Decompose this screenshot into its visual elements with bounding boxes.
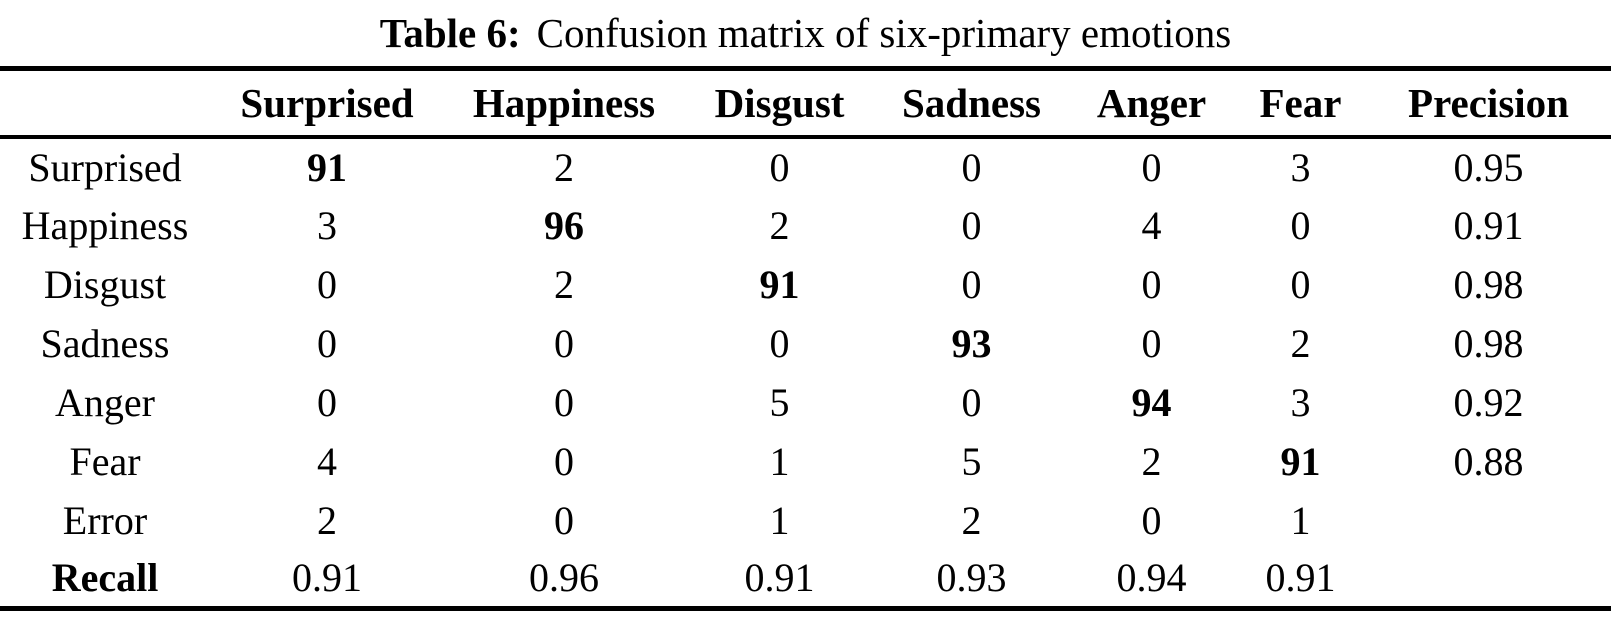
cell: 5 — [769, 379, 790, 425]
cell: 2 — [317, 497, 337, 543]
cell: 2 — [554, 144, 574, 190]
column-header-disgust: Disgust — [714, 79, 845, 126]
row-label: Anger — [55, 379, 155, 425]
cell: 0.92 — [1453, 379, 1524, 425]
cell: 0 — [1141, 144, 1162, 190]
cell: 0 — [317, 261, 337, 307]
cell: 2 — [554, 261, 574, 307]
cell: 91 — [1280, 438, 1321, 484]
table-row-happiness: Happiness 3 96 2 0 4 0 0.91 — [0, 196, 1611, 255]
row-label: Error — [62, 497, 148, 543]
cell: 96 — [544, 202, 584, 248]
cell: 0 — [1141, 261, 1162, 307]
table-row-sadness: Sadness 0 0 0 93 0 2 0.98 — [0, 314, 1611, 373]
cell: 3 — [1290, 144, 1311, 190]
cell: 0.96 — [529, 555, 599, 601]
cell: 0.94 — [1116, 555, 1187, 601]
cell: 0 — [1290, 261, 1311, 307]
cell: 0.91 — [744, 555, 815, 601]
cell — [1366, 550, 1611, 609]
cell: 91 — [759, 261, 800, 307]
table-header: Surprised Happiness Disgust Sadness Ange… — [0, 69, 1611, 137]
column-header-precision: Precision — [1408, 79, 1569, 126]
cell: 0.98 — [1453, 261, 1524, 307]
table-row-disgust: Disgust 0 2 91 0 0 0 0.98 — [0, 255, 1611, 314]
cell: 5 — [961, 438, 982, 484]
table-row-recall: Recall 0.91 0.96 0.91 0.93 0.94 0.91 — [0, 550, 1611, 609]
cell: 4 — [317, 438, 337, 484]
cell: 0 — [961, 144, 982, 190]
cell: 4 — [1141, 202, 1162, 248]
row-label: Happiness — [21, 202, 189, 248]
cell: 0.91 — [1453, 202, 1524, 248]
table-row-anger: Anger 0 0 5 0 94 3 0.92 — [0, 373, 1611, 432]
cell: 0.91 — [292, 555, 362, 601]
cell: 0 — [961, 202, 982, 248]
column-header-surprised: Surprised — [240, 79, 414, 126]
cell: 2 — [1290, 320, 1311, 366]
row-label: Sadness — [40, 320, 170, 366]
row-label: Fear — [69, 438, 141, 484]
confusion-matrix-table: Surprised Happiness Disgust Sadness Ange… — [0, 66, 1611, 611]
cell: 0 — [554, 438, 574, 484]
cell: 0 — [554, 320, 574, 366]
cell: 0 — [769, 320, 790, 366]
cell: 0 — [961, 261, 982, 307]
column-header-anger: Anger — [1096, 79, 1207, 126]
cell: 0 — [1141, 320, 1162, 366]
cell: 3 — [1290, 379, 1311, 425]
table-row-fear: Fear 4 0 1 5 2 91 0.88 — [0, 432, 1611, 491]
cell: 94 — [1131, 379, 1172, 425]
cell: 93 — [951, 320, 992, 366]
cell: 2 — [1141, 438, 1162, 484]
cell: 0 — [1141, 497, 1162, 543]
row-label: Disgust — [43, 261, 167, 307]
cell: 0 — [317, 379, 337, 425]
column-header-empty — [0, 69, 210, 137]
header-row: Surprised Happiness Disgust Sadness Ange… — [0, 69, 1611, 137]
cell: 91 — [307, 144, 347, 190]
column-header-happiness: Happiness — [472, 79, 656, 126]
cell: 0.93 — [936, 555, 1007, 601]
cell: 0.95 — [1453, 144, 1524, 190]
cell: 0 — [1290, 202, 1311, 248]
cell: 1 — [769, 497, 790, 543]
cell: 0 — [961, 379, 982, 425]
cell: 0.91 — [1265, 555, 1336, 601]
cell: 0 — [554, 379, 574, 425]
cell: 0.88 — [1453, 438, 1524, 484]
table-caption-label: Table 6: — [379, 10, 521, 56]
cell — [1366, 491, 1611, 550]
column-header-fear: Fear — [1259, 79, 1342, 126]
row-label: Recall — [51, 555, 159, 601]
table-caption: Table 6: Confusion matrix of six-primary… — [0, 0, 1611, 66]
cell: 0 — [769, 144, 790, 190]
column-header-sadness: Sadness — [901, 79, 1041, 126]
cell: 1 — [1290, 497, 1311, 543]
table-body: Surprised 91 2 0 0 0 3 0.95 Happiness 3 … — [0, 137, 1611, 609]
cell: 3 — [317, 202, 337, 248]
row-label: Surprised — [28, 144, 182, 190]
table-row-surprised: Surprised 91 2 0 0 0 3 0.95 — [0, 137, 1611, 196]
cell: 0.98 — [1453, 320, 1524, 366]
cell: 2 — [961, 497, 982, 543]
table-caption-text: Confusion matrix of six-primary emotions — [536, 10, 1232, 56]
cell: 0 — [554, 497, 574, 543]
cell: 0 — [317, 320, 337, 366]
cell: 2 — [769, 202, 790, 248]
cell: 1 — [769, 438, 790, 484]
table-row-error: Error 2 0 1 2 0 1 — [0, 491, 1611, 550]
